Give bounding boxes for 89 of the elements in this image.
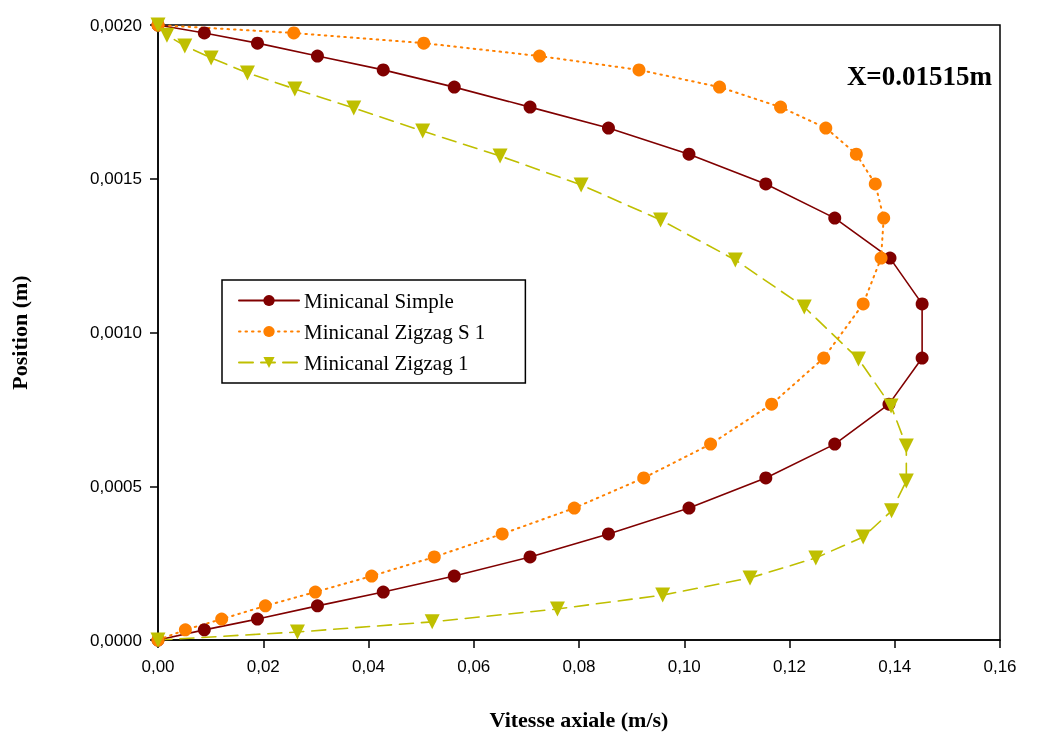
x-tick-label: 0,10 [667,657,701,676]
x-tick-label: 0,00 [141,657,175,676]
point [159,27,175,43]
point [310,49,324,63]
point [849,147,863,161]
point [653,212,669,228]
point [898,473,914,489]
legend-label: Minicanal Zigzag S 1 [304,319,486,344]
point [365,569,379,583]
point [239,65,255,81]
x-axis-title: Vitesse axiale (m/s) [489,706,669,732]
legend-label: Minicanal Simple [304,288,454,313]
point [819,121,833,135]
point [915,351,929,365]
y-tick-label: 0,0020 [90,15,142,35]
point [310,599,324,613]
point [417,36,431,50]
point [197,623,211,637]
point [828,437,842,451]
point [601,121,615,135]
point [727,252,743,268]
point [884,503,900,519]
annotation: X=0.01515m [846,60,993,91]
point [215,612,229,626]
point [874,251,888,265]
point [549,601,565,617]
legend-label: Minicanal Zigzag 1 [304,350,469,375]
point [495,527,509,541]
point [856,297,870,311]
point [492,148,508,164]
point [742,570,758,586]
point [523,550,537,564]
point [828,211,842,225]
point [308,585,322,599]
x-tick-label: 0,04 [351,657,386,676]
point [376,585,390,599]
point [655,587,671,603]
point [203,50,219,66]
point [287,26,301,40]
point [774,100,788,114]
x-tick-label: 0,02 [246,657,280,676]
point [523,100,537,114]
point [447,569,461,583]
point [424,614,440,630]
point [765,397,779,411]
point [704,437,718,451]
y-tick-label: 0,0000 [90,630,142,650]
x-tick-label: 0,08 [562,657,596,676]
y-axis-title: Position (m) [6,275,32,390]
point [796,299,812,315]
point [177,38,193,54]
point [533,49,547,63]
point [877,211,891,225]
point [637,471,651,485]
x-tick-label: 0,06 [457,657,491,676]
point [447,80,461,94]
y-tick-label: 0,0010 [90,323,142,342]
point [817,351,831,365]
point [682,501,696,515]
point [682,147,696,161]
point [915,297,929,311]
point [258,599,272,613]
point [713,80,727,94]
point [567,501,581,515]
point [250,36,264,50]
point [178,623,192,637]
point [427,550,441,564]
point [898,438,914,454]
point [632,63,646,77]
x-tick-label: 0,16 [983,657,1017,676]
point [808,550,824,566]
point [289,624,305,640]
point [287,81,303,97]
point [197,26,211,40]
point [346,100,362,116]
point [601,527,615,541]
y-tick-label: 0,0015 [90,169,142,189]
point [250,612,264,626]
y-tick-label: 0,0005 [90,476,142,496]
point [759,471,773,485]
x-tick-label: 0,12 [772,657,807,676]
x-tick-label: 0,14 [878,657,912,676]
point [376,63,390,77]
point [855,529,871,545]
point [415,123,431,139]
point [573,177,589,193]
point [759,177,773,191]
point [868,177,882,191]
point [850,351,866,367]
